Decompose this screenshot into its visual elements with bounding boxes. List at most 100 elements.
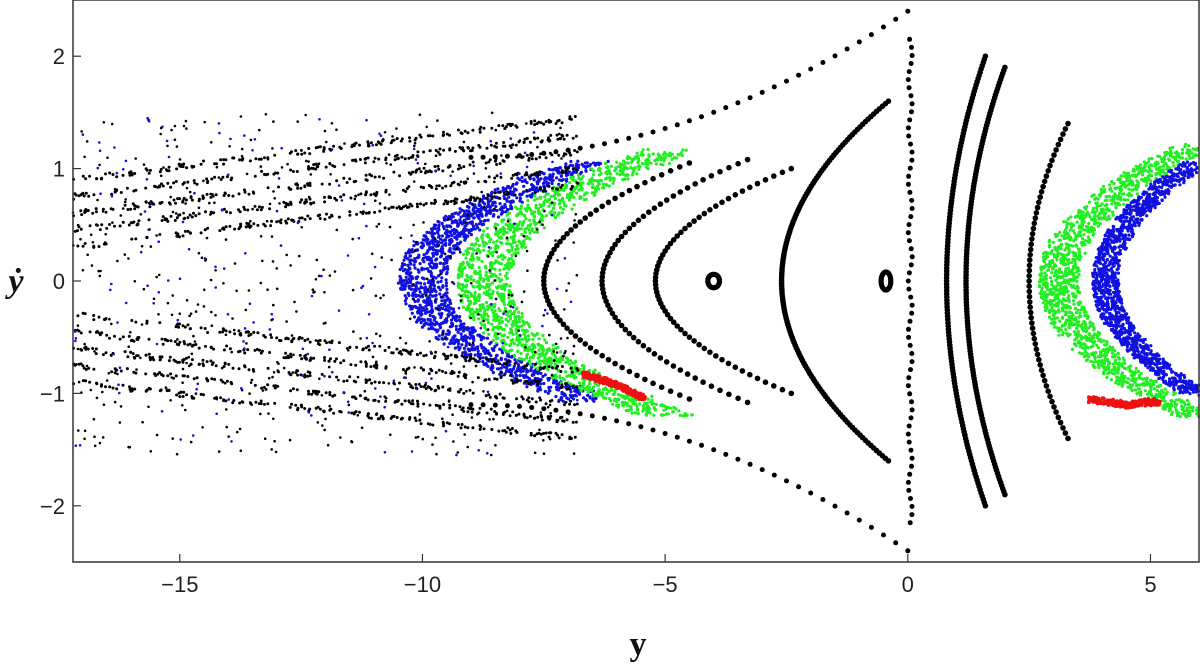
chaos-point bbox=[468, 201, 472, 205]
chaos-point bbox=[522, 184, 526, 188]
orbit-point bbox=[553, 407, 559, 413]
chaos-point bbox=[1050, 271, 1054, 275]
orbit-point bbox=[560, 234, 567, 241]
chaos-point bbox=[458, 234, 462, 238]
chaos-point bbox=[502, 294, 506, 299]
chaos-point bbox=[489, 263, 493, 267]
orbit-point bbox=[1037, 194, 1043, 200]
chaos-point bbox=[1070, 314, 1074, 318]
chaos-point bbox=[630, 397, 634, 401]
chaos-point bbox=[603, 386, 608, 390]
chaos-point bbox=[1067, 258, 1071, 262]
chaos-point bbox=[1116, 352, 1120, 356]
chaos-point bbox=[664, 152, 668, 156]
chaos-point bbox=[541, 181, 546, 185]
chaos-point bbox=[1057, 328, 1062, 332]
orbit-point bbox=[908, 214, 914, 220]
chaos-point bbox=[565, 396, 569, 400]
chaos-point bbox=[477, 265, 481, 269]
chaos-point bbox=[1066, 262, 1071, 266]
orbit-point bbox=[747, 95, 753, 101]
chaos-point bbox=[431, 254, 435, 258]
chaos-point bbox=[1132, 167, 1136, 171]
chaos-point bbox=[417, 253, 421, 257]
chaos-point bbox=[596, 181, 601, 185]
chaos-point bbox=[603, 161, 608, 165]
orbit-point bbox=[909, 512, 915, 518]
chaos-point bbox=[494, 229, 499, 233]
orbit-point bbox=[1028, 241, 1034, 248]
chaos-point bbox=[408, 304, 412, 308]
chaos-point bbox=[499, 357, 503, 362]
orbit-point bbox=[568, 329, 574, 335]
chaos-point bbox=[522, 219, 526, 224]
chaos-point bbox=[1095, 205, 1099, 209]
orbit-point bbox=[572, 333, 579, 339]
chaos-point bbox=[1076, 333, 1080, 337]
chaos-point bbox=[533, 223, 537, 227]
chaos-point bbox=[408, 273, 412, 278]
chaos-point bbox=[480, 285, 485, 289]
chaos-point bbox=[1108, 209, 1112, 213]
orbit-point bbox=[553, 149, 559, 155]
orbit-point bbox=[784, 478, 789, 484]
chaos-point bbox=[660, 403, 664, 407]
chaos-point bbox=[457, 347, 461, 352]
orbit-point bbox=[607, 249, 613, 256]
chaos-point bbox=[1090, 339, 1094, 343]
chaos-point bbox=[500, 320, 504, 324]
orbit-point bbox=[909, 157, 915, 163]
chaos-point bbox=[1076, 247, 1080, 251]
orbit-point bbox=[735, 160, 741, 167]
chaos-point bbox=[544, 214, 549, 218]
chaos-point bbox=[416, 298, 420, 302]
chaos-point bbox=[438, 288, 442, 292]
chaos-point bbox=[1053, 316, 1057, 320]
chaos-point bbox=[442, 227, 446, 231]
chaos-point bbox=[497, 307, 501, 311]
orbit-point bbox=[618, 322, 625, 329]
chaos-point bbox=[408, 261, 412, 265]
chaos-point bbox=[1076, 329, 1080, 333]
chaos-point bbox=[1121, 381, 1125, 385]
chaos-point bbox=[511, 324, 515, 328]
chaos-point bbox=[658, 154, 662, 158]
orbit-point bbox=[906, 270, 912, 276]
chaos-point bbox=[1073, 306, 1077, 311]
chaos-point bbox=[472, 216, 476, 220]
chaos-point bbox=[616, 393, 621, 397]
chaos-point bbox=[423, 291, 428, 295]
orbit-point bbox=[820, 497, 826, 502]
orbit-point bbox=[670, 237, 677, 243]
chaos-point bbox=[1084, 224, 1088, 229]
chaos-point bbox=[1072, 231, 1077, 235]
chaos-point bbox=[1064, 310, 1068, 314]
chaos-point bbox=[548, 356, 552, 360]
chaos-point bbox=[543, 389, 548, 394]
chaos-point bbox=[1070, 222, 1074, 226]
chaos-point bbox=[574, 191, 579, 195]
chaos-point bbox=[1155, 385, 1160, 389]
chaos-point bbox=[498, 202, 502, 206]
orbit-point bbox=[577, 145, 583, 151]
orbit-point bbox=[906, 85, 912, 91]
orbit-point bbox=[635, 217, 642, 224]
chaos-point bbox=[1137, 376, 1141, 380]
chaos-point bbox=[509, 200, 513, 204]
orbit-point bbox=[906, 487, 912, 493]
chaos-point bbox=[428, 290, 432, 294]
chaos-point bbox=[588, 396, 592, 400]
chaos-point bbox=[513, 315, 517, 319]
orbit-point bbox=[554, 242, 560, 249]
orbit-point bbox=[612, 241, 618, 248]
chaos-point bbox=[675, 156, 679, 160]
chaos-point bbox=[520, 312, 524, 316]
chaos-point bbox=[530, 227, 535, 231]
chaos-point bbox=[1067, 326, 1071, 330]
chaos-point bbox=[438, 292, 442, 296]
chaos-point bbox=[477, 293, 481, 297]
chaos-point bbox=[503, 306, 507, 311]
orbit-point bbox=[909, 302, 915, 308]
orbit-point bbox=[908, 141, 913, 147]
chaos-point bbox=[418, 290, 422, 294]
